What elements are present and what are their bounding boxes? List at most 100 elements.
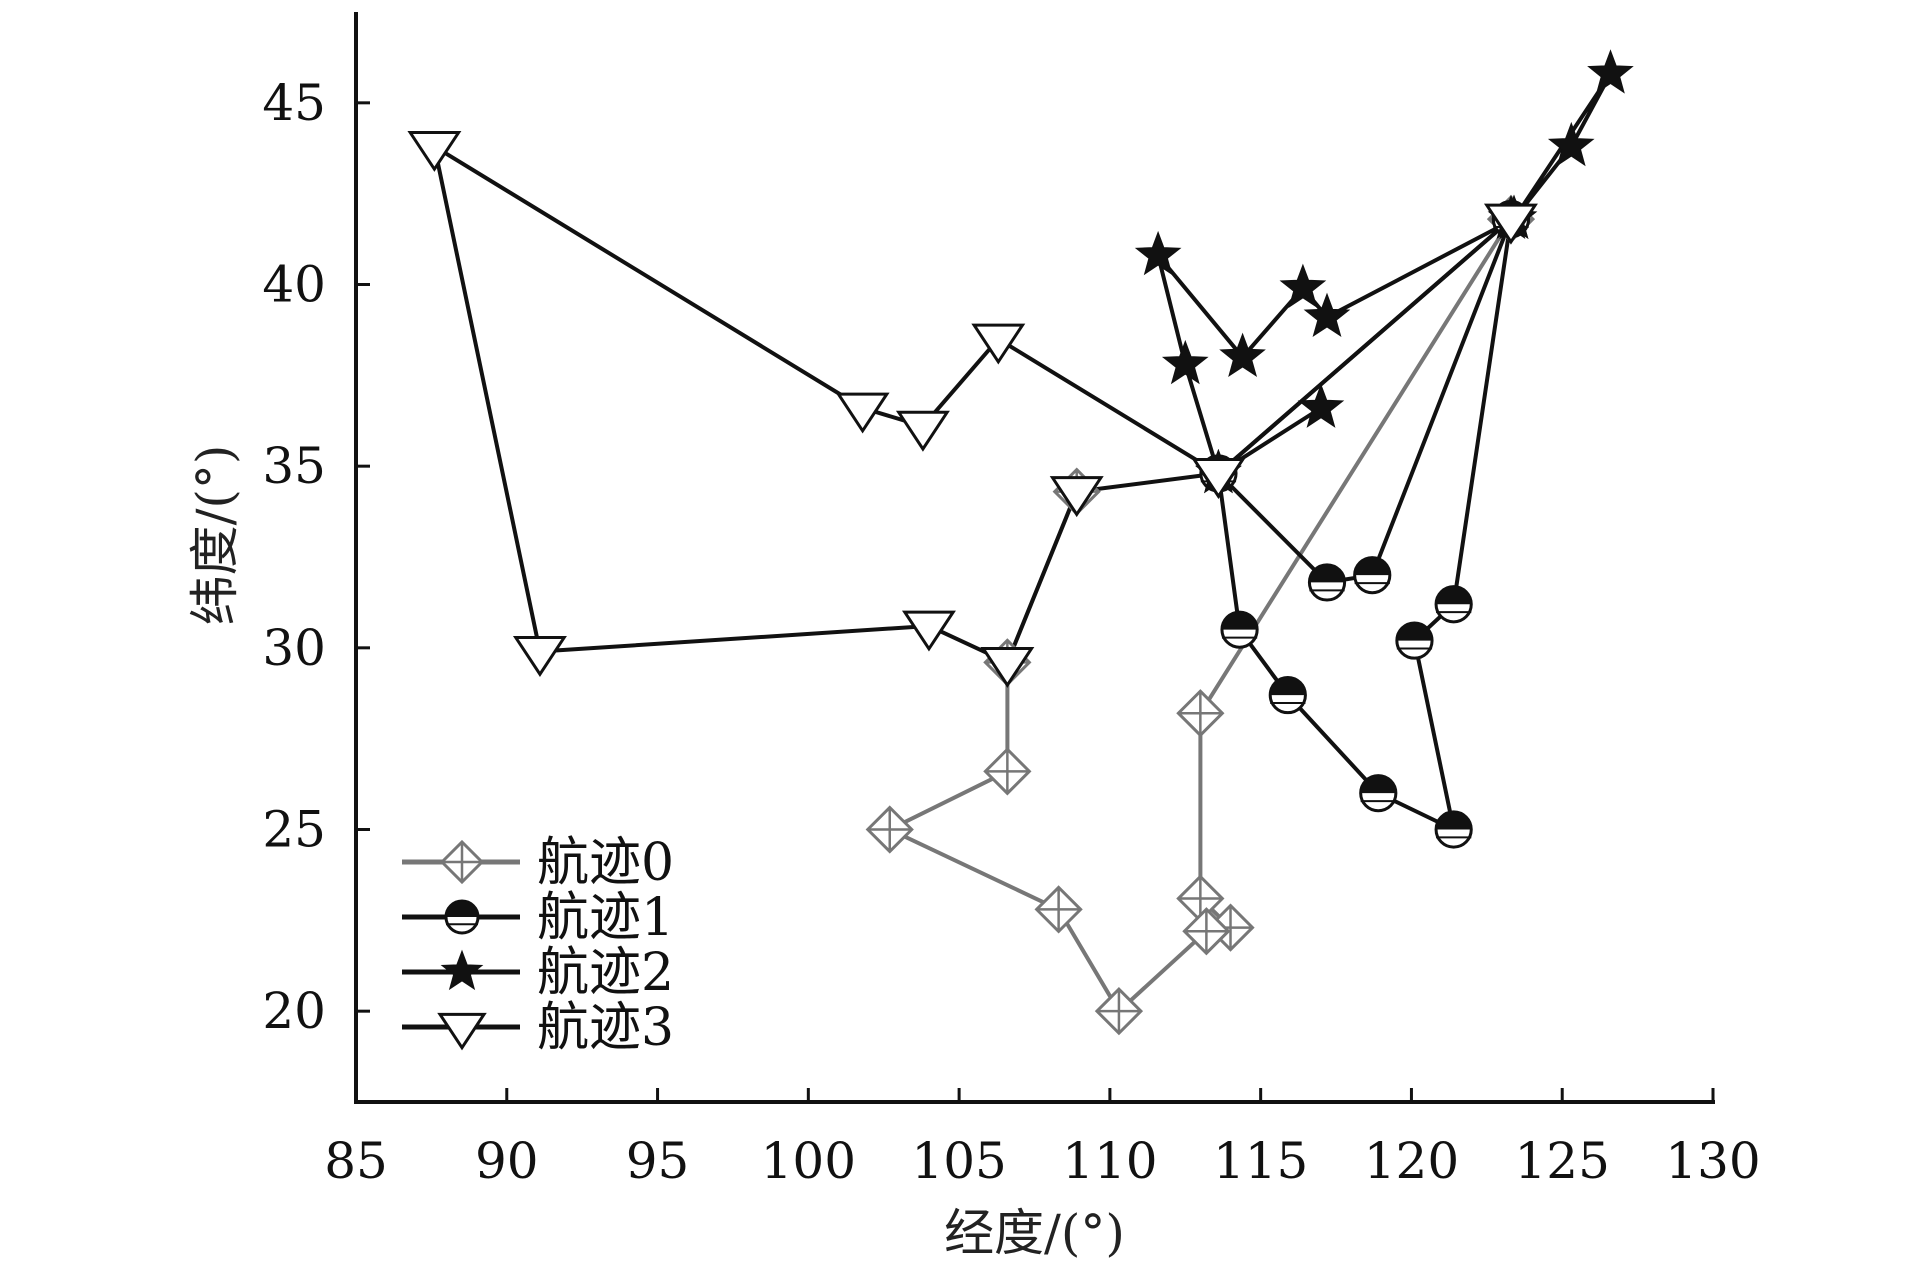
- data-point: [512, 636, 567, 677]
- triangle-marker-shape: [512, 636, 567, 677]
- x-tick-label: 120: [1364, 1132, 1459, 1190]
- triangle-marker-shape: [901, 610, 956, 652]
- star-marker-shape: [1134, 230, 1182, 276]
- star-marker-shape: [1219, 332, 1266, 378]
- y-tick-label: 35: [262, 437, 326, 495]
- circle-marker-fill: [1354, 557, 1390, 576]
- series-markers: [407, 131, 1538, 688]
- circle-marker-fill: [1436, 811, 1472, 830]
- data-point: [971, 323, 1026, 365]
- circle-marker-fill: [446, 901, 478, 917]
- x-tick-label: 105: [911, 1132, 1006, 1190]
- data-point: [835, 392, 890, 434]
- circle-marker-fill: [1309, 564, 1345, 583]
- data-point: [1303, 292, 1351, 338]
- x-tick-label: 100: [761, 1132, 856, 1190]
- data-point: [895, 410, 950, 452]
- legend-item: 航迹2: [402, 943, 674, 1003]
- y-tick-label: 45: [262, 74, 326, 132]
- data-point: [1587, 49, 1634, 94]
- x-tick-label: 90: [475, 1132, 539, 1190]
- data-point: [901, 610, 956, 652]
- data-point: [1176, 689, 1225, 738]
- data-point: [1049, 476, 1104, 518]
- series-line: [1216, 218, 1513, 832]
- circle-marker-fill: [1396, 622, 1433, 641]
- data-point: [1353, 556, 1392, 595]
- data-point: [1034, 885, 1083, 934]
- circle-marker-fill: [1360, 775, 1396, 794]
- series-layer: [407, 49, 1634, 1036]
- circle-marker-fill: [1436, 586, 1472, 605]
- star-marker-shape: [1587, 49, 1634, 94]
- y-axis-title: 纬度/(°): [186, 445, 244, 626]
- star-marker-shape: [1547, 121, 1595, 167]
- series-markers: [1134, 49, 1634, 494]
- data-point: [1182, 907, 1231, 956]
- series-group: [432, 144, 1513, 665]
- data-point: [1434, 585, 1473, 624]
- x-tick-label: 125: [1515, 1132, 1610, 1190]
- data-point: [1268, 675, 1307, 715]
- legend-item: 航迹3: [402, 998, 674, 1058]
- data-point: [1191, 458, 1246, 499]
- legend-label: 航迹0: [537, 833, 674, 893]
- star-marker-shape: [440, 949, 484, 991]
- series-line: [432, 144, 1513, 665]
- data-point: [1395, 621, 1434, 660]
- data-point: [1359, 774, 1398, 813]
- data-point: [1307, 563, 1347, 602]
- circle-marker-fill: [1221, 612, 1258, 630]
- series-markers: [865, 194, 1536, 1036]
- y-tick-label: 20: [262, 982, 326, 1040]
- triangle-marker-shape: [1483, 203, 1538, 245]
- x-axis-title: 经度/(°): [944, 1204, 1125, 1262]
- data-point: [980, 646, 1035, 688]
- star-marker-shape: [1279, 263, 1327, 308]
- legend-swatch-marker: [440, 949, 484, 991]
- data-point: [1134, 230, 1182, 276]
- legend-item: 航迹0: [402, 833, 674, 893]
- circle-marker-fill: [1270, 677, 1306, 696]
- y-tick-label: 30: [262, 619, 326, 677]
- data-point: [1219, 332, 1266, 378]
- legend-label: 航迹1: [537, 888, 674, 948]
- x-tick-label: 115: [1213, 1132, 1308, 1190]
- triangle-marker-shape: [437, 1012, 487, 1051]
- legend-label: 航迹2: [537, 943, 674, 1003]
- x-tick-label: 130: [1665, 1132, 1760, 1190]
- series-group: [1216, 218, 1513, 832]
- data-point: [1220, 610, 1259, 649]
- triangle-marker-shape: [835, 392, 890, 434]
- star-marker-shape: [1303, 292, 1351, 338]
- legend-item: 航迹1: [402, 888, 674, 948]
- triangle-marker-shape: [980, 646, 1035, 688]
- data-point: [1094, 987, 1144, 1036]
- triangle-marker-shape: [407, 131, 462, 172]
- legend-swatch-marker: [437, 1012, 487, 1051]
- data-point: [407, 131, 462, 172]
- data-point: [1279, 263, 1327, 308]
- data-point: [1547, 121, 1595, 167]
- triangle-marker-shape: [971, 323, 1026, 365]
- axes: 85 90 95 100 105 110 115 120 125 130 20 25 30 35 40 45 经…: [186, 12, 1761, 1262]
- data-point: [865, 805, 914, 854]
- legend-swatch-marker: [444, 899, 480, 935]
- data-point: [1483, 203, 1538, 245]
- star-marker-shape: [1297, 383, 1345, 428]
- legend-swatch-marker: [439, 839, 485, 885]
- triangle-marker-shape: [895, 410, 950, 452]
- x-tick-label: 85: [324, 1132, 388, 1190]
- series-line: [1156, 71, 1613, 476]
- data-point: [1297, 383, 1345, 428]
- x-tick-label: 95: [626, 1132, 690, 1190]
- triangle-marker-shape: [1049, 476, 1104, 518]
- y-tick-label: 25: [262, 801, 326, 859]
- data-point: [1434, 810, 1473, 849]
- data-point: [1161, 339, 1209, 385]
- y-tick-label: 40: [262, 256, 326, 314]
- legend-label: 航迹3: [537, 998, 674, 1058]
- star-marker-shape: [1161, 339, 1209, 385]
